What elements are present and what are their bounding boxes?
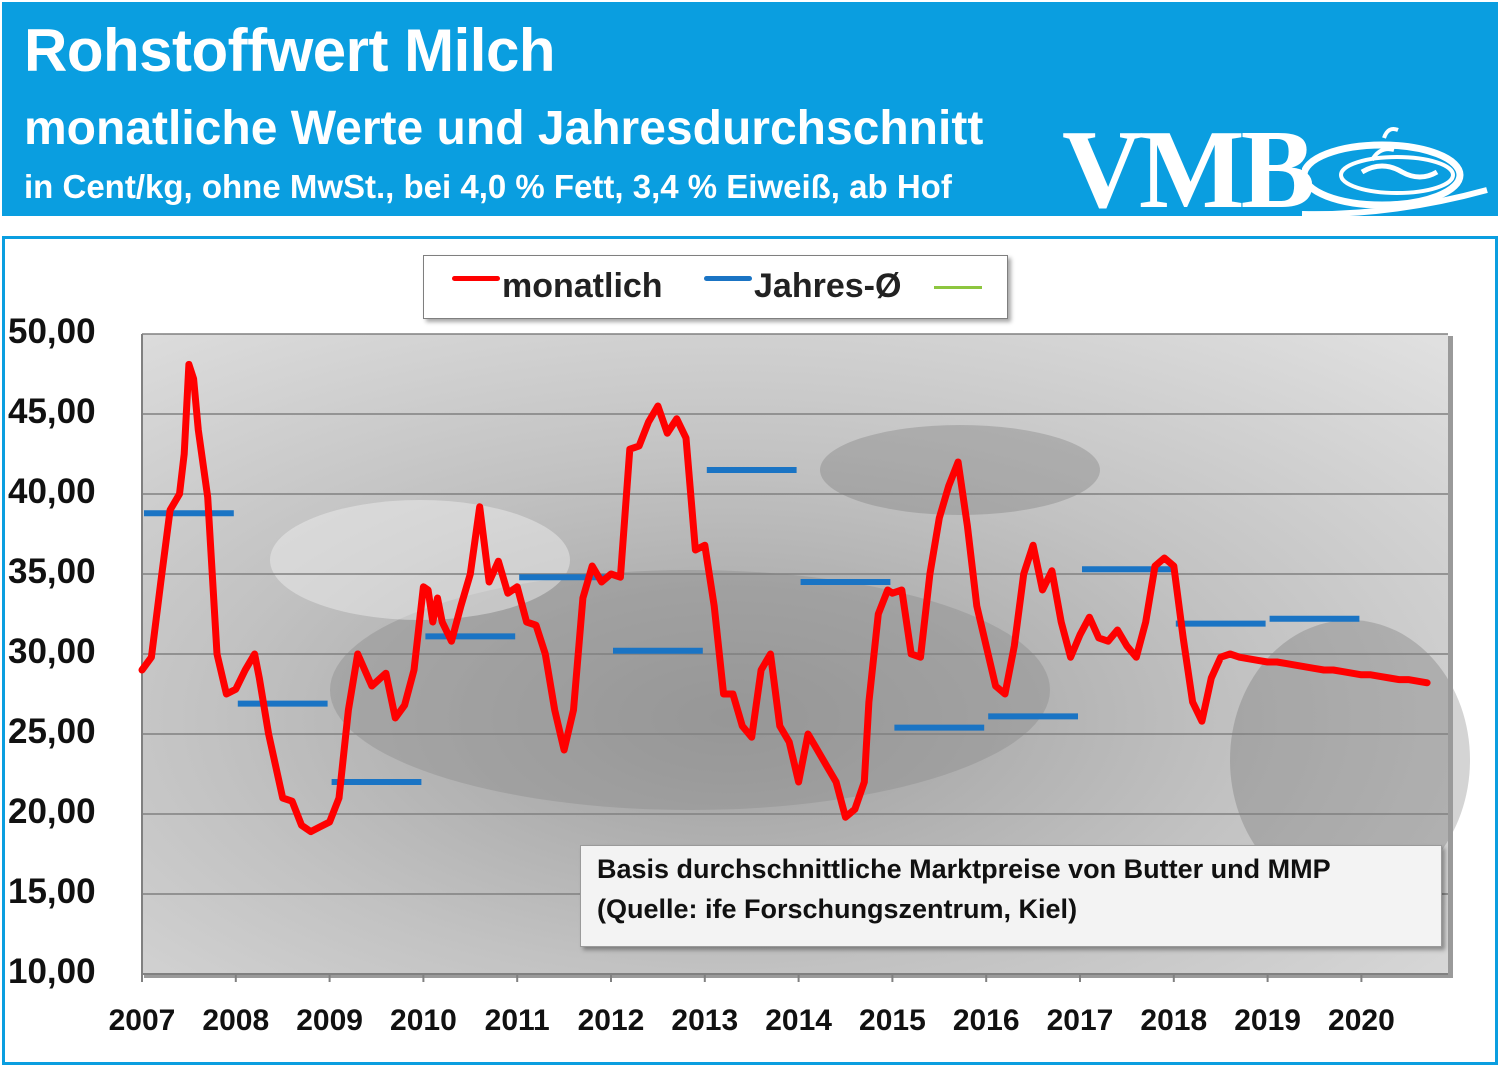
- legend-annual-label: Jahres-Ø: [754, 267, 902, 305]
- y-tick-label: 30,00: [8, 632, 96, 671]
- vmb-logo-icon: [1302, 127, 1488, 218]
- legend-monthly-label: monatlich: [502, 267, 663, 305]
- y-tick-label: 45,00: [8, 392, 96, 431]
- source-note-line2: (Quelle: ife Forschungszentrum, Kiel): [597, 894, 1078, 924]
- x-tick-label: 2008: [202, 1004, 270, 1037]
- source-note-line1: Basis durchschnittliche Marktpreise von …: [597, 854, 1331, 884]
- y-tick-label: 15,00: [8, 872, 96, 911]
- vmb-logo-text: VMB: [1062, 108, 1315, 232]
- y-tick-label: 25,00: [8, 712, 96, 751]
- axes: [141, 334, 1448, 982]
- monthly-series: [138, 360, 1431, 836]
- source-note: Basis durchschnittliche Marktpreise von …: [580, 845, 1442, 947]
- y-tick-label: 50,00: [8, 312, 96, 351]
- legend-third-swatch: [934, 286, 982, 289]
- chart-title: Rohstoffwert Milch: [24, 17, 555, 84]
- y-tick-label: 10,00: [8, 952, 96, 991]
- legend-annual-swatch: [704, 276, 752, 281]
- x-tick-label: 2017: [1046, 1004, 1114, 1037]
- legend-monthly-swatch: [452, 276, 500, 281]
- x-tick-label: 2012: [577, 1004, 645, 1037]
- x-tick-label: 2015: [859, 1004, 926, 1037]
- x-tick-label: 2009: [296, 1004, 363, 1037]
- chart-unit-note: in Cent/kg, ohne MwSt., bei 4,0 % Fett, …: [24, 168, 952, 205]
- x-tick-label: 2013: [671, 1004, 739, 1037]
- x-tick-label: 2007: [108, 1004, 176, 1037]
- x-tick-label: 2014: [765, 1004, 832, 1037]
- x-tick-label: 2018: [1140, 1004, 1208, 1037]
- annual-average-series: [144, 467, 1360, 785]
- y-tick-label: 40,00: [8, 472, 96, 511]
- header-banner: Rohstoffwert Milch monatliche Werte und …: [2, 2, 1498, 226]
- x-tick-label: 2010: [390, 1004, 457, 1037]
- y-tick-label: 20,00: [8, 792, 96, 831]
- x-tick-label: 2016: [952, 1004, 1020, 1037]
- y-tick-label: 35,00: [8, 552, 96, 591]
- chart-subtitle: monatliche Werte und Jahresdurchschnitt: [24, 102, 984, 155]
- monthly-line: [138, 360, 1431, 836]
- legend: monatlich Jahres-Ø: [423, 255, 1008, 319]
- x-tick-label: 2019: [1234, 1004, 1301, 1037]
- x-tick-label: 2011: [484, 1004, 550, 1037]
- x-tick-label: 2020: [1328, 1004, 1395, 1037]
